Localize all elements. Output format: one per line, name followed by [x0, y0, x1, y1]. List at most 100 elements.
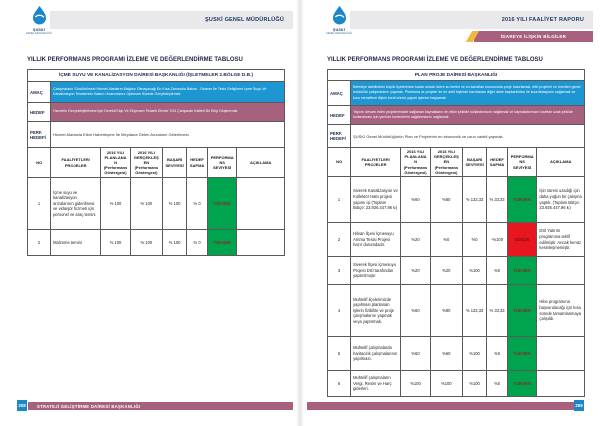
- row-no: 1: [26, 177, 52, 230]
- row-deviation: -%100: [486, 222, 508, 257]
- row-deviation: % 0: [186, 177, 208, 230]
- row-deviation: % 33,33: [486, 284, 508, 337]
- row-activity: Siverek Kanalizasyon ve Kollektör Hattı …: [350, 176, 402, 223]
- row-success: % 100: [161, 177, 188, 230]
- row-realized: %100: [429, 370, 463, 397]
- report-page-left: ŞUSKİ GENEL MÜDÜRLÜĞÜ ŞUSKİ GENEL MÜDÜRL…: [17, 5, 293, 411]
- row-note: [236, 229, 285, 256]
- col-planned: 2016 YILI PLANLANAN (Performans Gösterge…: [400, 147, 431, 177]
- suski-logo: ŞUSKİ GENEL MÜDÜRLÜĞÜ: [25, 5, 53, 35]
- row-planned: %60: [400, 284, 431, 337]
- page-title: YILLIK PERFORMANS PROGRAMI İZLEME VE DEĞ…: [327, 57, 543, 63]
- performance-level-cell: YÜKSEK: [506, 370, 538, 397]
- col-activities: FAALİYETLER/ PROJELER: [50, 147, 102, 178]
- row-deviation: % 33,33: [486, 176, 508, 223]
- column-header-row: NO FAALİYETLER/ PROJELER 2016 YILI PLANL…: [326, 147, 585, 177]
- row-planned: %60: [400, 336, 431, 371]
- department-title: İÇME SUYU VE KANALİZASYON DAİRESİ BAŞKAN…: [27, 69, 285, 82]
- row-note: İşin süresi uzadığı için daha yoğun bir …: [536, 176, 585, 223]
- row-realized: %20: [429, 256, 463, 285]
- row-planned: % 100: [100, 177, 131, 230]
- page-title: YILLIK PERFORMANS PROGRAMI İZLEME VE DEĞ…: [27, 57, 243, 63]
- perf-goal-label: PERF. HEDEFİ: [326, 124, 352, 148]
- logo-name: ŞUSKİ: [33, 28, 45, 32]
- col-performance: PERFORMANS SEVİYESİ: [506, 147, 538, 177]
- row-deviation: %0: [486, 370, 508, 397]
- table-row: 5 Muhtelif çalışmalarda haritacılık çalı…: [326, 336, 585, 371]
- row-success: %100: [461, 370, 488, 397]
- row-no: 2: [26, 229, 52, 256]
- row-activity: Muhtelif ilçelerimizde yapılması planlan…: [350, 284, 402, 337]
- perf-goal-label: PERF. HEDEFİ: [26, 121, 52, 148]
- row-success: %0: [461, 222, 488, 257]
- col-success: BAŞARI SEVİYESİ: [461, 147, 488, 177]
- table-row: 4 Muhtelif ilçelerimizde yapılması planl…: [326, 284, 585, 337]
- row-no: 6: [326, 370, 352, 397]
- row-success: %100: [461, 256, 488, 285]
- row-activity: Muhtelif çalışmalarda haritacılık çalışm…: [350, 336, 402, 371]
- amac-row: AMAÇ Belediye dahilindeki küçük ilçeleri…: [326, 80, 585, 106]
- col-realized: 2016 YILI GERÇEKLEŞEN (Performans Göster…: [129, 147, 163, 178]
- performance-level-cell: YÜKSEK: [506, 284, 538, 337]
- hedef-label: HEDEF: [326, 105, 352, 125]
- page-header-bar: 2016 YILI FAALİYET RAPORU: [350, 11, 593, 29]
- performance-level-cell: YÜKSEK: [506, 256, 538, 285]
- col-planned: 2016 YILI PLANLANAN (Performans Gösterge…: [100, 147, 131, 178]
- performance-level-cell: YÜKSEK: [506, 336, 538, 371]
- performance-table: İÇME SUYU VE KANALİZASYON DAİRESİ BAŞKAN…: [26, 69, 285, 256]
- row-activity: Hilvan İlçesi İçmesuyu Arıtma Tesisi Pro…: [350, 222, 402, 257]
- table-row: 3 Siverek İlçesi İçmesuyu Projesi DSİ ta…: [326, 256, 585, 285]
- department-title: PLAN PROJE DAİRESİ BAŞKANLIĞI: [327, 69, 585, 81]
- water-drop-icon: [332, 5, 346, 25]
- row-activity: İçme suyu ve kanalizasyon arızalarının g…: [50, 177, 102, 230]
- row-success: % 133,33: [461, 284, 488, 337]
- row-activity: Malzeme temini: [50, 229, 102, 256]
- row-no: 5: [326, 336, 352, 371]
- footer-bar: [307, 402, 574, 410]
- report-page-right: ŞUSKİ GENEL MÜDÜRLÜĞÜ 2016 YILI FAALİYET…: [300, 0, 600, 426]
- page-spine-divider: [296, 0, 304, 426]
- row-note: [536, 370, 585, 397]
- row-note: [236, 177, 285, 230]
- hedef-row: HEDEF Yapımı devam eden projelerimizde s…: [326, 105, 585, 125]
- row-deviation: %0: [486, 336, 508, 371]
- row-success: % 100: [161, 229, 188, 256]
- row-deviation: %0: [486, 256, 508, 285]
- page-number-badge: 208: [17, 400, 27, 411]
- row-deviation: % 0: [186, 229, 208, 256]
- row-note: DSİ Yatırım programına teklif edilmiştir…: [536, 222, 585, 257]
- perf-goal-row: PERF. HEDEFİ Hizmet Alanlarla Etkin Habe…: [26, 121, 285, 148]
- table-row: 1 Siverek Kanalizasyon ve Kollektör Hatt…: [326, 176, 585, 223]
- row-planned: %20: [400, 222, 431, 257]
- table-row: 2 Hilvan İlçesi İçmesuyu Arıtma Tesisi P…: [326, 222, 585, 257]
- performance-level-cell: DÜŞÜK: [506, 222, 538, 257]
- section-bar: İDAREYE İLİŞKİN BİLGİLER: [474, 31, 593, 42]
- amac-label: AMAÇ: [26, 81, 52, 103]
- col-no: NO: [326, 147, 352, 177]
- col-deviation: HEDEF SAPMA: [486, 147, 508, 177]
- logo-name: ŞUSKİ: [333, 28, 345, 32]
- page-header-bar: ŞUSKİ GENEL MÜDÜRLÜĞÜ: [50, 11, 293, 29]
- page-header-text: ŞUSKİ GENEL MÜDÜRLÜĞÜ: [205, 17, 284, 23]
- performance-level-cell: YÜKSEK: [206, 177, 238, 230]
- amac-label: AMAÇ: [326, 80, 352, 106]
- col-note: AÇIKLAMA: [236, 147, 285, 178]
- table-title-row: PLAN PROJE DAİRESİ BAŞKANLIĞI: [327, 69, 585, 81]
- logo-subtitle: GENEL MÜDÜRLÜĞÜ: [25, 32, 53, 35]
- table-row: 6 Muhtelif çalışmaların Vergi, Resim ve …: [326, 370, 585, 397]
- section-bar-text: İDAREYE İLİŞKİN BİLGİLER: [500, 34, 567, 39]
- hedef-text: Yapımı devam eden projelerimizde sağlana…: [350, 105, 585, 125]
- table-row: 1 İçme suyu ve kanalizasyon arızalarının…: [26, 177, 285, 230]
- performance-level-cell: YÜKSEK: [206, 229, 238, 256]
- hedef-label: HEDEF: [26, 102, 52, 122]
- row-realized: %60: [429, 336, 463, 371]
- perf-goal-text: Hizmet Alanlarla Etkin Haberleşme İle Me…: [50, 121, 285, 148]
- col-performance: PERFORMANS SEVİYESİ: [206, 147, 238, 178]
- column-header-row: NO FAALİYETLER/ PROJELER 2016 YILI PLANL…: [26, 147, 285, 178]
- row-planned: %100: [400, 370, 431, 397]
- col-deviation: HEDEF SAPMA: [186, 147, 208, 178]
- amac-text: Belediye dahilindeki küçük ilçelerimize …: [350, 80, 585, 106]
- table-row: 2 Malzeme temini % 100 % 100 % 100 % 0 Y…: [26, 229, 285, 256]
- col-realized: 2016 YILI GERÇEKLEŞEN (Performans Göster…: [429, 147, 463, 177]
- row-success: % 133,33: [461, 176, 488, 223]
